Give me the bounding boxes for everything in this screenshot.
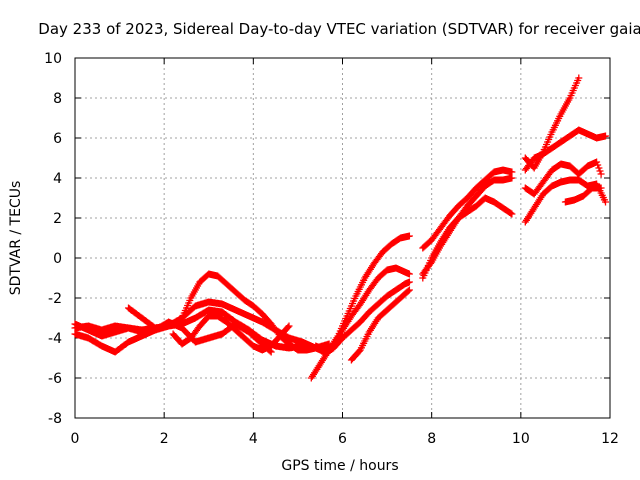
- x-tick-label: 8: [427, 431, 436, 447]
- data-point-markers: [419, 194, 516, 282]
- chart-title: Day 233 of 2023, Sidereal Day-to-day VTE…: [38, 20, 640, 38]
- y-tick-label: 2: [53, 211, 62, 227]
- series-arc17: [561, 184, 605, 206]
- x-tick-label: 2: [160, 431, 169, 447]
- data-point-markers: [521, 126, 609, 174]
- x-tick-label: 10: [512, 431, 530, 447]
- y-tick-label: 8: [53, 91, 62, 107]
- series-arc5: [169, 312, 293, 354]
- data-point-markers: [521, 158, 605, 198]
- x-tick-label: 4: [249, 431, 258, 447]
- data-point-markers: [561, 184, 605, 206]
- y-tick-label: -4: [48, 331, 62, 347]
- y-tick-label: 4: [53, 171, 62, 187]
- x-tick-label: 6: [338, 431, 347, 447]
- data-point-markers: [321, 278, 413, 358]
- y-tick-label: -2: [48, 291, 62, 307]
- y-axis-label: SDTVAR / TECUs: [8, 181, 24, 296]
- x-axis-label: GPS time / hours: [281, 458, 398, 474]
- y-tick-label: 10: [44, 51, 62, 67]
- data-points: [71, 74, 609, 382]
- y-tick-label: -8: [48, 411, 62, 427]
- x-ticks: 0 2 4 6 8 10 12: [71, 58, 619, 447]
- y-ticks: -8 -6 -4 -2 0 2 4 6 8 10: [44, 51, 610, 427]
- data-point-markers: [521, 176, 609, 226]
- data-point-markers: [419, 166, 516, 252]
- series-arc12: [419, 194, 516, 282]
- y-tick-label: -6: [48, 371, 62, 387]
- series-arc8: [321, 278, 413, 358]
- series-arc9: [347, 286, 413, 364]
- data-point-markers: [169, 312, 293, 354]
- data-point-markers: [347, 286, 413, 364]
- x-tick-label: 12: [601, 431, 619, 447]
- x-tick-label: 0: [71, 431, 80, 447]
- series-arc10: [419, 166, 516, 252]
- series-arc14: [521, 126, 609, 174]
- y-tick-label: 6: [53, 131, 62, 147]
- y-tick-label: 0: [53, 251, 62, 267]
- series-arc15: [521, 158, 605, 198]
- series-arc16: [521, 176, 609, 226]
- grid: [75, 58, 610, 418]
